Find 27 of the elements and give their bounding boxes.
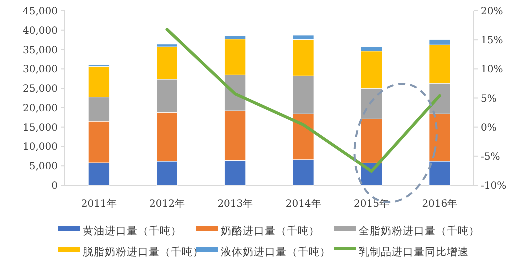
- y-tick-label: 20,000: [23, 103, 58, 114]
- x-tick-label: 2013年: [218, 198, 254, 210]
- y-tick-label: 10,000: [23, 142, 58, 154]
- y-tick-label: 30,000: [23, 64, 58, 76]
- legend-label: 全脂奶粉进口量（千吨）: [359, 224, 480, 238]
- y2-tick-label: -5%: [481, 152, 500, 163]
- y-tick-label: 25,000: [23, 84, 58, 96]
- y2-tick-label: 10%: [481, 64, 504, 76]
- y-tick-label: 5,000: [29, 162, 58, 173]
- legend-label: 奶酪进口量（千吨）: [221, 224, 320, 238]
- y-tick-label: 0: [52, 181, 58, 192]
- legend-label: 黄油进口量（千吨）: [83, 224, 182, 238]
- x-tick-label: 2014年: [286, 198, 322, 210]
- y-tick-label: 45,000: [23, 6, 58, 18]
- x-tick-label: 2012年: [150, 198, 185, 210]
- y-tick-label: 40,000: [23, 26, 58, 37]
- x-tick-label: 2016年: [422, 198, 458, 210]
- y2-tick-label: 20%: [481, 6, 504, 18]
- y2-tick-label: 5%: [481, 94, 497, 105]
- y2-tick-label: 0%: [481, 122, 497, 134]
- y2-tick-label: -10%: [481, 181, 507, 192]
- legend-label: 液体奶进口量（千吨）: [221, 246, 331, 258]
- y2-tick-label: 15%: [481, 36, 504, 47]
- y-tick-label: 15,000: [23, 122, 58, 134]
- y-tick-label: 35,000: [23, 45, 58, 56]
- legend-label: 乳制品进口量同比增速: [359, 246, 469, 258]
- x-tick-label: 2011年: [81, 198, 117, 210]
